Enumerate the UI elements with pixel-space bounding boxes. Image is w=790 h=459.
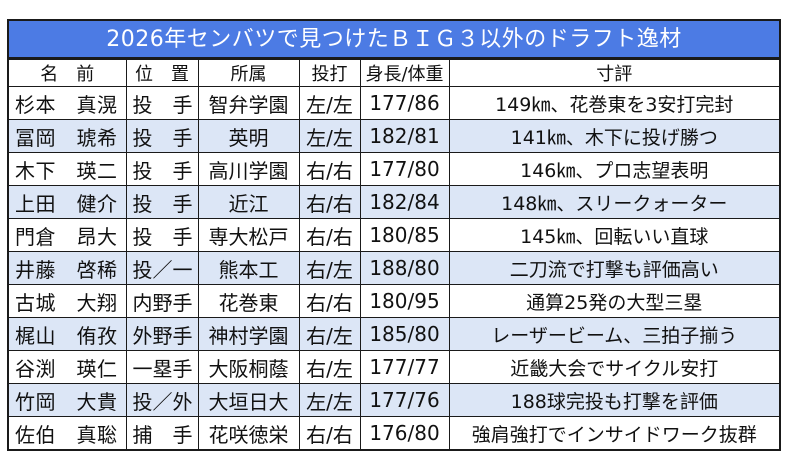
table-row: 門倉 昂大投 手専大松戸 右/右 180/85 145㎞、回転いい直球 <box>9 218 779 252</box>
player-school: 大阪桐蔭 <box>197 350 300 384</box>
player-throws-bats: 右/右 <box>298 416 361 449</box>
player-height-weight: 177/76 <box>359 383 450 417</box>
header-position: 位 置 <box>125 59 199 87</box>
player-comment: 146㎞、プロ志望表明 <box>448 152 779 186</box>
player-height-weight: 180/85 <box>359 218 450 252</box>
player-school: 高川学園 <box>197 152 300 186</box>
player-comment: 141㎞、木下に投げ勝つ <box>448 119 779 153</box>
player-name: 杉本 真滉 <box>9 86 127 120</box>
player-position: 一塁手 <box>125 350 199 384</box>
player-height-weight: 176/80 <box>359 416 450 449</box>
player-school: 神村学園 <box>197 317 300 351</box>
table-row: 佐伯 真聡捕 手花咲徳栄 右/右 176/80 強肩強打でインサイドワーク抜群 <box>9 416 779 449</box>
player-name: 佐伯 真聡 <box>9 416 127 449</box>
table-title: 2026年センバツで見つけたＢＩＧ３以外のドラフト逸材 <box>9 21 779 59</box>
player-name: 古城 大翔 <box>9 284 127 318</box>
player-name: 門倉 昂大 <box>9 218 127 252</box>
player-height-weight: 182/81 <box>359 119 450 153</box>
player-throws-bats: 左/左 <box>298 86 361 120</box>
header-school: 所属 <box>197 59 300 87</box>
player-comment: 188球完投も打撃を評価 <box>448 383 779 417</box>
player-height-weight: 177/77 <box>359 350 450 384</box>
table-row: 梶山 侑孜 外野手 神村学園 右/左 185/80 レーザービーム、三拍子揃う <box>9 317 779 351</box>
player-comment: 近畿大会でサイクル安打 <box>448 350 779 384</box>
prospects-table: 名 前 位 置 所属 投打 身長/体重 寸評 杉本 真滉投 手智弁学園 左/左 17… <box>9 59 779 449</box>
player-name: 上田 健介 <box>9 185 127 219</box>
table-row: 冨岡 琥希投 手英明 左/左 182/81 141㎞、木下に投げ勝つ <box>9 119 779 153</box>
player-school: 近江 <box>197 185 300 219</box>
player-name: 竹岡 大貴 <box>9 383 127 417</box>
player-position: 投 手 <box>125 119 199 153</box>
table-row: 竹岡 大貴 投／外 大垣日大 左/左 177/76 188球完投も打撃を評価 <box>9 383 779 417</box>
player-position: 内野手 <box>125 284 199 318</box>
player-throws-bats: 左/左 <box>298 119 361 153</box>
player-position: 投／外 <box>125 383 199 417</box>
player-name: 梶山 侑孜 <box>9 317 127 351</box>
header-row: 名 前 位 置 所属 投打 身長/体重 寸評 <box>9 59 779 87</box>
table-row: 谷渕 瑛仁 一塁手 大阪桐蔭 右/左 177/77 近畿大会でサイクル安打 <box>9 350 779 384</box>
player-school: 花巻東 <box>197 284 300 318</box>
player-comment: 強肩強打でインサイドワーク抜群 <box>448 416 779 449</box>
player-height-weight: 180/95 <box>359 284 450 318</box>
player-throws-bats: 右/右 <box>298 152 361 186</box>
player-position: 投 手 <box>125 86 199 120</box>
player-school: 英明 <box>197 119 300 153</box>
player-throws-bats: 右/左 <box>298 350 361 384</box>
player-throws-bats: 右/左 <box>298 317 361 351</box>
player-position: 外野手 <box>125 317 199 351</box>
player-position: 捕 手 <box>125 416 199 449</box>
player-name: 谷渕 瑛仁 <box>9 350 127 384</box>
table-row: 古城 大翔 内野手 花巻東 右/右 180/95 通算25発の大型三塁 <box>9 284 779 318</box>
header-name: 名 前 <box>9 59 127 87</box>
player-name: 冨岡 琥希 <box>9 119 127 153</box>
player-position: 投 手 <box>125 218 199 252</box>
player-name: 井藤 啓稀 <box>9 251 127 285</box>
player-throws-bats: 左/左 <box>298 383 361 417</box>
player-comment: レーザービーム、三拍子揃う <box>448 317 779 351</box>
player-throws-bats: 右/右 <box>298 185 361 219</box>
player-throws-bats: 右/右 <box>298 218 361 252</box>
player-school: 花咲徳栄 <box>197 416 300 449</box>
player-height-weight: 185/80 <box>359 317 450 351</box>
player-height-weight: 177/80 <box>359 152 450 186</box>
player-throws-bats: 右/左 <box>298 251 361 285</box>
table-row: 井藤 啓稀 投／一 熊本工 右/左 188/80 二刀流で打撃も評価高い <box>9 251 779 285</box>
player-comment: 二刀流で打撃も評価高い <box>448 251 779 285</box>
table-row: 上田 健介投 手近江 右/右 182/84 148㎞、スリークォーター <box>9 185 779 219</box>
player-school: 熊本工 <box>197 251 300 285</box>
player-comment: 145㎞、回転いい直球 <box>448 218 779 252</box>
header-height-weight: 身長/体重 <box>359 59 450 87</box>
header-bats-throws: 投打 <box>298 59 361 87</box>
player-height-weight: 188/80 <box>359 251 450 285</box>
player-position: 投 手 <box>125 152 199 186</box>
draft-table-frame: 2026年センバツで見つけたＢＩＧ３以外のドラフト逸材 名 前 位 置 所属 投… <box>7 19 781 451</box>
table-row: 木下 瑛二投 手高川学園 右/右 177/80 146㎞、プロ志望表明 <box>9 152 779 186</box>
player-position: 投 手 <box>125 185 199 219</box>
table-row: 杉本 真滉投 手智弁学園 左/左 177/86 149㎞、花巻東を3安打完封 <box>9 86 779 120</box>
player-height-weight: 182/84 <box>359 185 450 219</box>
player-school: 智弁学園 <box>197 86 300 120</box>
player-comment: 通算25発の大型三塁 <box>448 284 779 318</box>
player-school: 大垣日大 <box>197 383 300 417</box>
player-position: 投／一 <box>125 251 199 285</box>
player-name: 木下 瑛二 <box>9 152 127 186</box>
player-height-weight: 177/86 <box>359 86 450 120</box>
player-comment: 149㎞、花巻東を3安打完封 <box>448 86 779 120</box>
header-comment: 寸評 <box>448 59 779 87</box>
player-throws-bats: 右/右 <box>298 284 361 318</box>
player-school: 専大松戸 <box>197 218 300 252</box>
player-comment: 148㎞、スリークォーター <box>448 185 779 219</box>
